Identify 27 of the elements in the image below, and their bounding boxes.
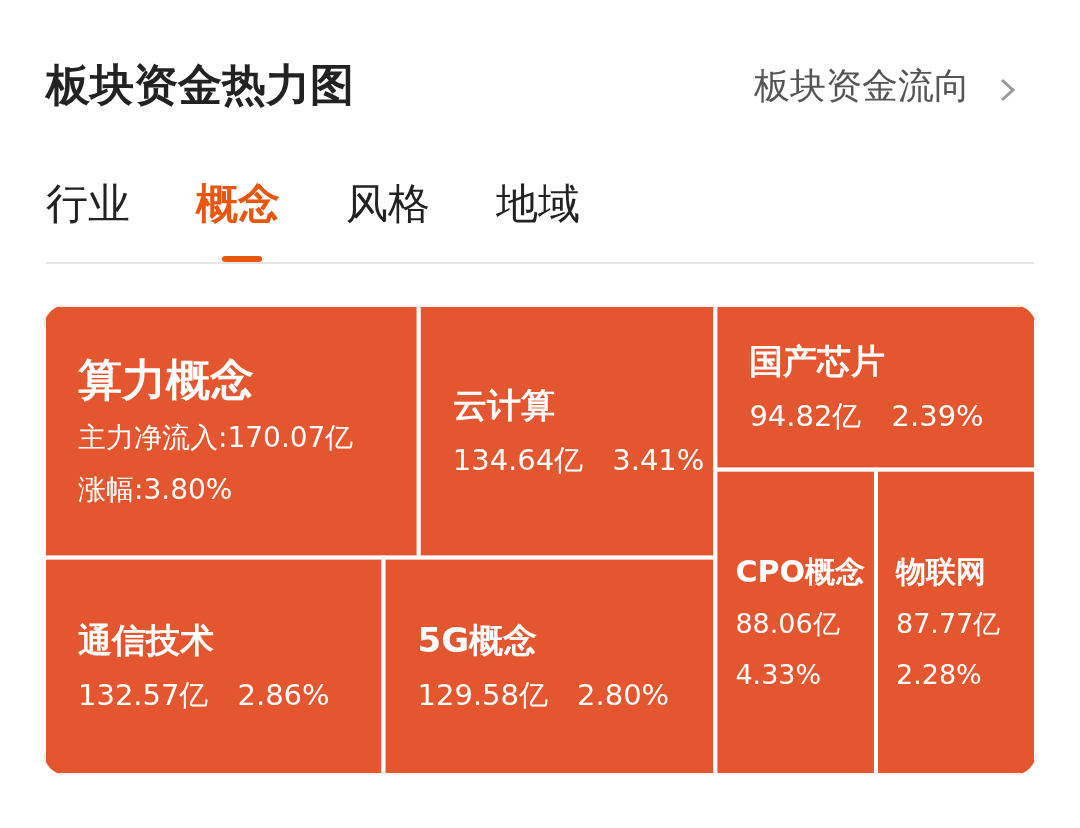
category-label: 国产芯片 bbox=[749, 340, 886, 381]
category-label: 5G概念 bbox=[417, 619, 538, 660]
data-label: 涨幅:3.80% bbox=[78, 472, 233, 506]
data-label: 132.57亿 bbox=[78, 677, 209, 712]
category-label: 物联网 bbox=[894, 553, 986, 589]
category-label: 通信技术 bbox=[78, 619, 214, 660]
data-label: 134.64亿 bbox=[452, 442, 584, 477]
category-label: 云计算 bbox=[452, 384, 555, 425]
category-label: CPO概念 bbox=[735, 553, 865, 589]
data-label: 87.77亿 bbox=[895, 607, 1001, 639]
text: 板块资金流向 bbox=[754, 64, 970, 108]
data-label: 2.28% bbox=[895, 658, 982, 690]
data-label: 2.39% bbox=[891, 398, 984, 433]
text: 概念 bbox=[196, 178, 280, 230]
text: 板块资金热力图 bbox=[46, 58, 354, 112]
data-label: 2.86% bbox=[237, 677, 330, 712]
data-label: 3.41% bbox=[612, 442, 705, 477]
data-label: 129.58亿 bbox=[417, 677, 549, 712]
data-label: 4.33% bbox=[735, 658, 822, 690]
category-label: 算力概念 bbox=[77, 353, 254, 405]
data-label: 94.82亿 bbox=[749, 398, 862, 433]
text: 行业 bbox=[46, 178, 130, 230]
text: 地域 bbox=[496, 178, 580, 230]
data-label: 主力净流入:170.07亿 bbox=[78, 420, 354, 454]
data-label: 2.80% bbox=[577, 677, 670, 712]
data-label: 88.06亿 bbox=[735, 607, 840, 639]
text: 风格 bbox=[346, 178, 430, 230]
